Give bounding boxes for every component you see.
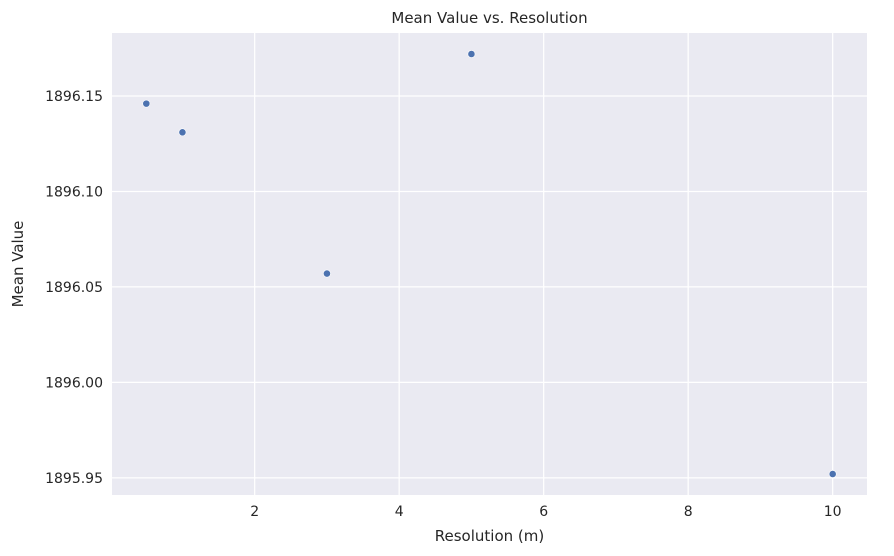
data-point xyxy=(467,50,476,58)
x-tick-label: 2 xyxy=(250,504,259,520)
y-axis-label: Mean Value xyxy=(9,221,27,308)
y-tick-label: 1896.10 xyxy=(45,184,103,200)
chart-title: Mean Value vs. Resolution xyxy=(391,9,587,27)
plot-area xyxy=(112,33,867,495)
x-tick-labels: 2 4 6 8 10 xyxy=(250,504,841,520)
y-tick-label: 1896.15 xyxy=(45,89,103,105)
grid xyxy=(112,33,867,495)
data-points xyxy=(142,50,837,478)
y-tick-label: 1896.05 xyxy=(45,280,103,296)
x-tick-label: 6 xyxy=(539,504,548,520)
x-axis-label: Resolution (m) xyxy=(435,527,544,545)
data-point xyxy=(323,269,331,278)
data-point xyxy=(178,128,187,137)
x-tick-label: 10 xyxy=(824,504,842,520)
y-tick-label: 1896.00 xyxy=(45,375,103,391)
x-tick-label: 4 xyxy=(395,504,404,520)
x-tick-label: 8 xyxy=(684,504,693,520)
y-tick-label: 1895.95 xyxy=(45,471,103,487)
y-tick-labels: 1895.95 1896.00 1896.05 1896.10 1896.15 xyxy=(45,89,103,487)
data-point xyxy=(142,99,151,108)
data-point xyxy=(828,470,837,478)
